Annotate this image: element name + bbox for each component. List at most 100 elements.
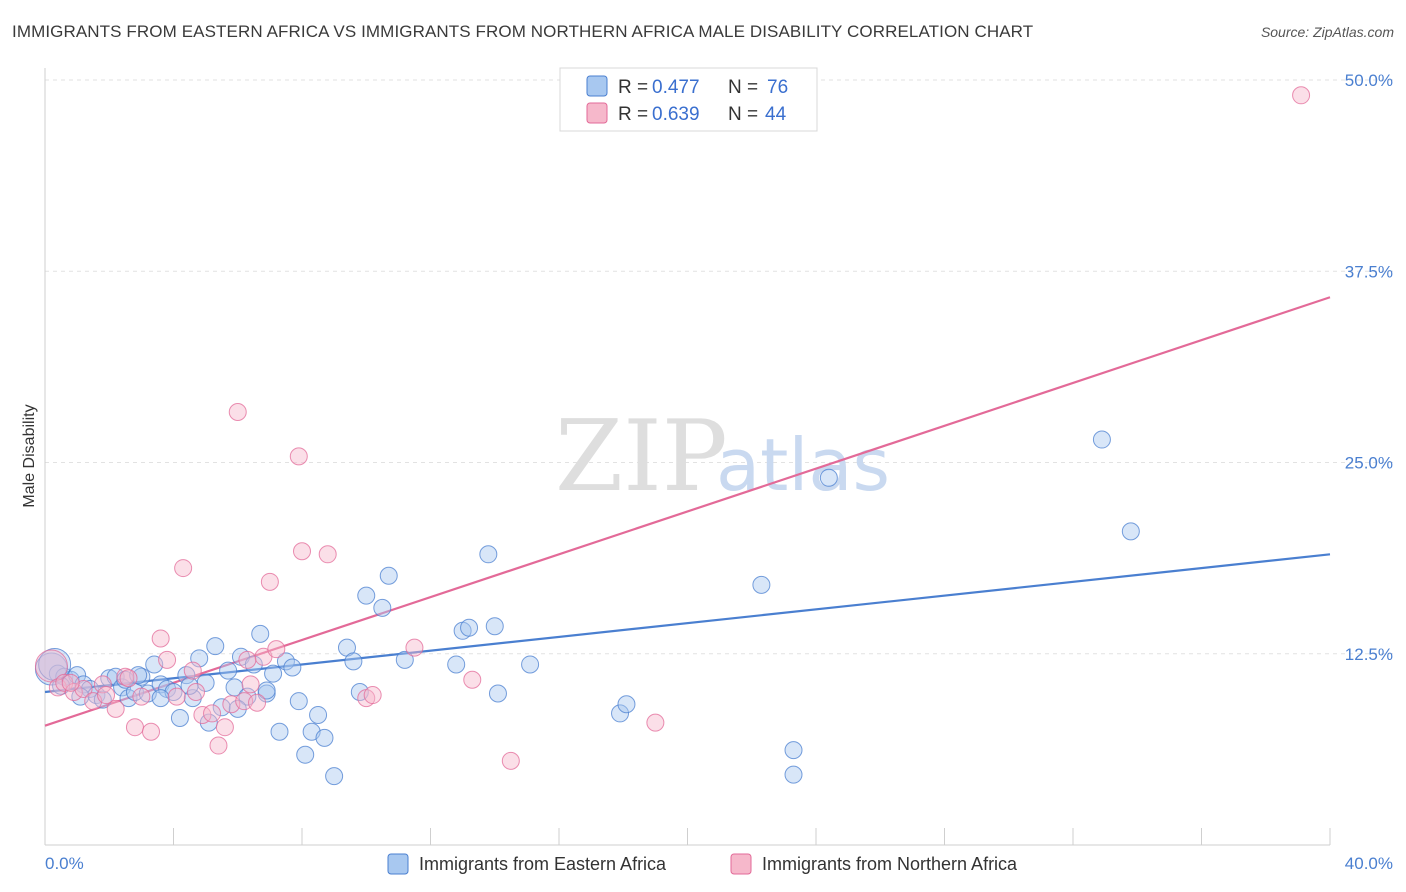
eastern-africa-point xyxy=(357,586,376,605)
northern-africa-point xyxy=(289,447,308,466)
northern-africa-point xyxy=(116,667,135,686)
eastern-africa-point xyxy=(289,692,308,711)
eastern-africa-point xyxy=(325,767,344,786)
legend-r-value-northern: 0.639 xyxy=(652,104,700,125)
northern-africa-point xyxy=(235,692,254,711)
northern-africa-trendline xyxy=(44,296,1331,727)
legend-n-value-northern: 44 xyxy=(765,104,787,125)
eastern-africa-point xyxy=(296,745,315,764)
trend-lines xyxy=(44,296,1331,727)
northern-africa-point xyxy=(646,713,665,732)
eastern-africa-point xyxy=(521,655,540,674)
eastern-africa-point xyxy=(1092,430,1111,449)
legend-swatch-northern xyxy=(586,102,608,124)
eastern-africa-point xyxy=(752,575,771,594)
legend-r-label-northern: R = xyxy=(618,104,648,125)
eastern-africa-point xyxy=(315,728,334,747)
series-label-northern: Immigrants from Northern Africa xyxy=(762,854,1018,874)
eastern-africa-point xyxy=(373,598,392,617)
y-tick-label: 50.0% xyxy=(1345,71,1393,90)
eastern-africa-point xyxy=(251,624,270,643)
series-legend: Immigrants from Eastern Africa Immigrant… xyxy=(387,853,1018,875)
eastern-africa-point xyxy=(264,664,283,683)
northern-africa-point xyxy=(97,686,116,705)
eastern-africa-point xyxy=(485,617,504,636)
eastern-africa-point xyxy=(460,618,479,637)
eastern-africa-point xyxy=(479,545,498,564)
chart-title: IMMIGRANTS FROM EASTERN AFRICA VS IMMIGR… xyxy=(12,22,1034,41)
northern-africa-point xyxy=(106,699,125,718)
series-swatch-northern xyxy=(730,853,752,875)
eastern-africa-point xyxy=(283,658,302,677)
eastern-africa-point xyxy=(170,709,189,728)
eastern-africa-point xyxy=(228,699,247,718)
northern-africa-point xyxy=(183,661,202,680)
northern-africa-point xyxy=(501,751,520,770)
eastern-africa-point xyxy=(38,647,72,681)
northern-africa-point xyxy=(267,640,286,659)
northern-africa-point xyxy=(132,687,151,706)
eastern-africa-point xyxy=(1121,522,1140,541)
northern-africa-point xyxy=(158,650,177,669)
northern-africa-point xyxy=(241,675,260,694)
eastern-africa-point xyxy=(617,695,636,714)
northern-africa-point xyxy=(203,704,222,723)
northern-africa-point xyxy=(125,718,144,737)
eastern-africa-point xyxy=(379,566,398,585)
eastern-africa-point xyxy=(212,698,231,717)
x-tick-label-min: 0.0% xyxy=(45,854,84,873)
y-tick-labels: 12.5% 25.0% 37.5% 50.0% xyxy=(1345,71,1393,664)
eastern-africa-point xyxy=(206,637,225,656)
legend-swatch-eastern xyxy=(586,75,608,97)
northern-africa-point xyxy=(142,722,161,741)
x-tick-marks xyxy=(44,828,1331,845)
eastern-africa-point xyxy=(257,681,276,700)
northern-africa-point xyxy=(174,559,193,578)
source-label: Source: ZipAtlas.com xyxy=(1260,24,1394,40)
y-axis-label: Male Disability xyxy=(21,404,38,507)
eastern-africa-point xyxy=(447,655,466,674)
eastern-africa-point xyxy=(395,650,414,669)
northern-africa-point xyxy=(193,705,212,724)
northern-africa-point xyxy=(260,572,279,591)
eastern-africa-point xyxy=(784,741,803,760)
data-points xyxy=(34,86,1311,786)
northern-africa-point xyxy=(293,542,311,561)
eastern-africa-point xyxy=(819,468,838,487)
northern-africa-point xyxy=(248,693,267,712)
legend-n-label-eastern: N = xyxy=(728,77,758,98)
northern-africa-point xyxy=(405,638,424,657)
northern-africa-point xyxy=(209,736,228,755)
eastern-africa-point xyxy=(129,666,148,685)
eastern-africa-point xyxy=(309,705,328,724)
grid-lines xyxy=(45,79,1393,655)
watermark-zip: ZIP xyxy=(555,400,728,514)
northern-africa-point xyxy=(167,687,186,706)
northern-africa-point xyxy=(151,629,170,648)
northern-africa-point xyxy=(1292,86,1311,105)
stats-legend: R = 0.477 N = 76 R = 0.639 N = 44 xyxy=(559,67,818,132)
northern-africa-point xyxy=(215,718,234,737)
legend-n-label-northern: N = xyxy=(728,104,758,125)
eastern-africa-point xyxy=(219,661,238,680)
eastern-africa-trendline xyxy=(44,553,1331,694)
legend-n-value-eastern: 76 xyxy=(767,77,788,98)
eastern-africa-point xyxy=(270,722,289,741)
northern-africa-point xyxy=(61,673,80,692)
series-swatch-eastern xyxy=(387,853,409,875)
legend-r-label-eastern: R = xyxy=(618,77,648,98)
series-label-eastern: Immigrants from Eastern Africa xyxy=(419,854,667,874)
eastern-africa-point xyxy=(488,684,507,703)
northern-africa-point xyxy=(119,669,138,688)
eastern-africa-point xyxy=(344,652,363,671)
northern-africa-point xyxy=(463,670,482,689)
y-tick-label: 12.5% xyxy=(1345,645,1393,664)
northern-africa-point xyxy=(186,683,205,701)
northern-africa-point xyxy=(228,403,247,422)
x-tick-label-max: 40.0% xyxy=(1345,854,1393,873)
eastern-africa-point xyxy=(177,666,196,685)
northern-africa-point xyxy=(238,650,257,669)
eastern-africa-point xyxy=(784,765,803,784)
northern-africa-point xyxy=(93,675,112,694)
